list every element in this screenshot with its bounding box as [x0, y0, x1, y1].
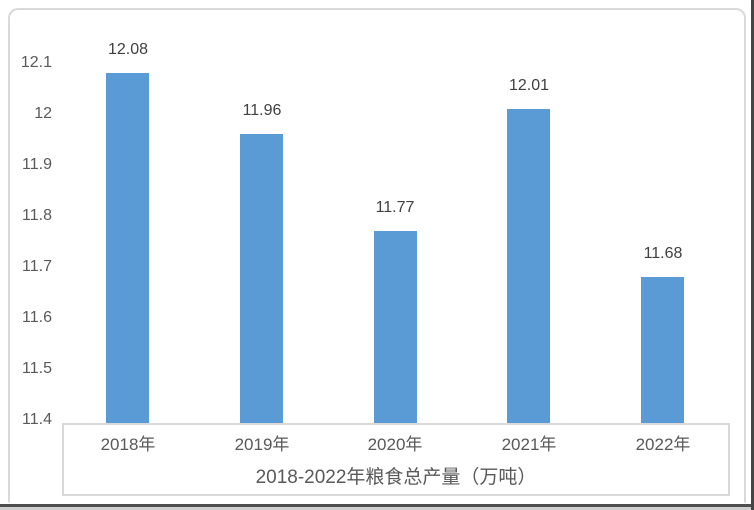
bar-2022	[641, 277, 684, 423]
bar-2018	[106, 73, 149, 423]
y-axis-tick-label: 11.4	[22, 411, 52, 428]
window-edge-bottom	[0, 504, 754, 507]
x-axis-label-2019: 2019年	[234, 435, 290, 454]
bar-value-label: 12.08	[107, 41, 149, 59]
y-axis-tick-label: 12	[34, 105, 52, 122]
x-axis-box	[62, 423, 730, 496]
window-edge-bottom-shadow	[0, 507, 754, 510]
x-axis-label-2020: 2020年	[367, 435, 423, 454]
bar-2020	[374, 231, 417, 423]
bar-2021	[507, 108, 550, 423]
y-axis-tick-label: 11.7	[22, 258, 52, 275]
bar-value-label: 11.96	[242, 102, 282, 120]
y-axis-tick-label: 11.8	[22, 207, 52, 224]
y-axis-tick-label: 12.1	[20, 54, 52, 71]
bar-value-label: 12.01	[508, 76, 550, 94]
y-axis-tick-label: 11.6	[22, 309, 52, 326]
x-axis-label-2022: 2022年	[635, 435, 691, 454]
x-axis-label-2018: 2018年	[100, 435, 156, 454]
x-axis-label-2021: 2021年	[501, 435, 557, 454]
y-axis-tick-label: 11.5	[22, 360, 52, 377]
bar-2019	[240, 134, 283, 423]
chart-title: 2018-2022年粮食总产量（万吨）	[255, 467, 537, 488]
window-edge-right	[751, 0, 754, 510]
y-axis-tick-label: 11.9	[22, 156, 52, 173]
bar-value-label: 11.68	[643, 245, 683, 263]
bar-value-label: 11.77	[375, 199, 415, 217]
